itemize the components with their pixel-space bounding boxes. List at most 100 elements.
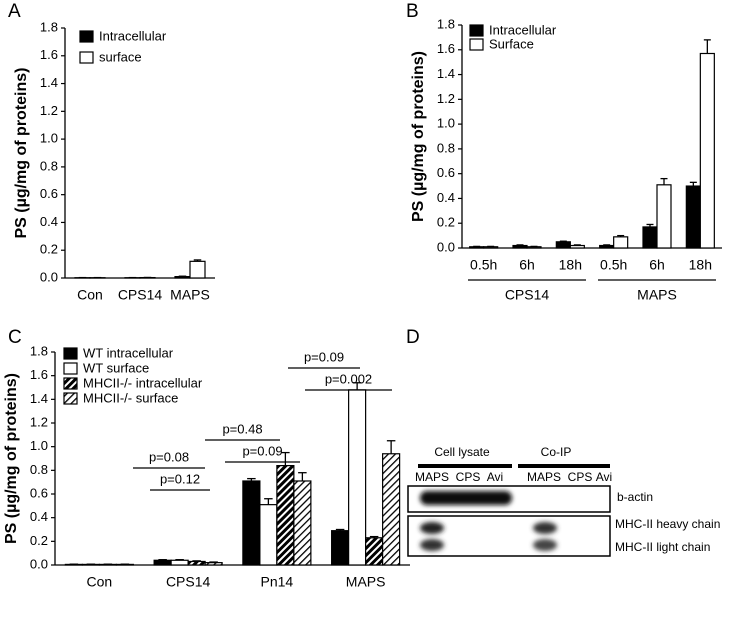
bar <box>642 226 658 249</box>
bar <box>348 389 367 566</box>
x-tick-label: MAPS <box>170 287 210 303</box>
row-label: MHC-II heavy chain <box>615 517 720 531</box>
y-axis-label: PS (µg/mg of proteins) <box>13 68 30 239</box>
y-tick-label: 0.0 <box>30 556 48 571</box>
bar <box>153 559 172 566</box>
band <box>420 491 512 505</box>
y-tick-label: 1.0 <box>437 116 455 131</box>
x-tick-label: 6h <box>519 257 535 273</box>
group-label: MAPS <box>637 287 677 303</box>
row-label: MHC-II light chain <box>615 540 710 554</box>
x-tick-label: MAPS <box>346 574 386 590</box>
y-tick-label: 0.8 <box>437 140 455 155</box>
y-tick-label: 0.8 <box>30 462 48 477</box>
y-tick-label: 1.6 <box>30 367 48 382</box>
bar <box>656 184 672 249</box>
bar <box>204 562 223 566</box>
y-tick-label: 0.4 <box>40 214 58 229</box>
y-tick-label: 1.4 <box>30 391 48 406</box>
group-label: Co-IP <box>541 445 572 459</box>
bar <box>699 52 715 249</box>
legend-label: surface <box>99 49 142 64</box>
x-tick-label: Con <box>87 574 113 590</box>
legend-label: WT surface <box>83 360 149 375</box>
legend-swatch <box>469 24 484 37</box>
lane-label: MAPS <box>415 470 449 484</box>
bar <box>98 563 117 566</box>
y-tick-label: 1.6 <box>40 47 58 62</box>
x-tick-label: 0.5h <box>600 257 627 273</box>
x-tick-label: 18h <box>689 257 712 273</box>
y-tick-label: 0.6 <box>437 165 455 180</box>
y-tick-label: 1.6 <box>437 41 455 56</box>
y-tick-label: 0.2 <box>30 533 48 548</box>
y-axis-label: PS (µg/mg of proteins) <box>3 373 20 544</box>
panel-label: A <box>8 1 21 22</box>
y-tick-label: 0.0 <box>437 239 455 254</box>
band <box>420 539 444 551</box>
y-tick-label: 1.8 <box>40 19 58 34</box>
bar <box>276 465 295 566</box>
bar <box>259 504 278 566</box>
band <box>420 522 444 534</box>
bar <box>64 563 83 566</box>
panel-label: D <box>406 327 420 348</box>
bar <box>469 246 485 249</box>
lane-label: CPS <box>456 470 481 484</box>
y-axis-label: PS (µg/mg of proteins) <box>410 51 427 222</box>
band <box>533 522 557 534</box>
y-tick-label: 0.4 <box>30 509 48 524</box>
legend-swatch <box>63 362 78 375</box>
annotation: p=0.002 <box>325 371 372 386</box>
bar <box>526 246 542 249</box>
blot-box <box>407 515 611 557</box>
legend-swatch <box>63 377 78 390</box>
bar <box>242 480 261 566</box>
y-tick-label: 0.0 <box>40 269 58 284</box>
bar <box>685 185 701 249</box>
y-tick-label: 0.6 <box>30 485 48 500</box>
panel-label: B <box>406 1 419 22</box>
legend-label: MHCII-/- intracellular <box>83 375 203 390</box>
y-tick-label: 1.0 <box>40 131 58 146</box>
x-tick-label: CPS14 <box>118 287 163 303</box>
legend-label: Surface <box>489 36 534 51</box>
annotation: p=0.09 <box>242 443 282 458</box>
bar <box>512 244 528 249</box>
lane-label: Avi <box>487 470 503 484</box>
bar <box>331 530 350 566</box>
legend-label: Intracellular <box>489 22 557 37</box>
bar <box>599 244 615 249</box>
legend-swatch <box>469 38 484 51</box>
y-tick-label: 0.2 <box>40 242 58 257</box>
bar <box>174 276 191 279</box>
annotation: p=0.08 <box>149 449 189 464</box>
band <box>533 539 557 551</box>
lane-label: CPS <box>568 470 593 484</box>
bar <box>293 480 312 566</box>
bar <box>569 244 585 249</box>
legend-label: Intracellular <box>99 28 167 43</box>
y-tick-label: 1.2 <box>40 103 58 118</box>
y-tick-label: 1.0 <box>30 438 48 453</box>
annotation: p=0.09 <box>304 349 344 364</box>
bar <box>613 236 629 249</box>
legend-swatch <box>79 30 94 43</box>
x-tick-label: Con <box>77 287 103 303</box>
group-label: CPS14 <box>505 287 550 303</box>
legend-swatch <box>63 392 78 405</box>
x-tick-label: CPS14 <box>166 574 211 590</box>
annotation: p=0.48 <box>222 421 262 436</box>
legend-label: MHCII-/- surface <box>83 390 178 405</box>
lane-label: MAPS <box>527 470 561 484</box>
x-tick-label: 18h <box>559 257 582 273</box>
y-tick-label: 1.4 <box>40 75 58 90</box>
bar <box>81 563 100 566</box>
y-tick-label: 1.2 <box>437 91 455 106</box>
x-tick-label: 6h <box>649 257 665 273</box>
y-tick-label: 0.2 <box>437 215 455 230</box>
y-tick-label: 0.4 <box>437 190 455 205</box>
annotation: p=0.12 <box>160 471 200 486</box>
